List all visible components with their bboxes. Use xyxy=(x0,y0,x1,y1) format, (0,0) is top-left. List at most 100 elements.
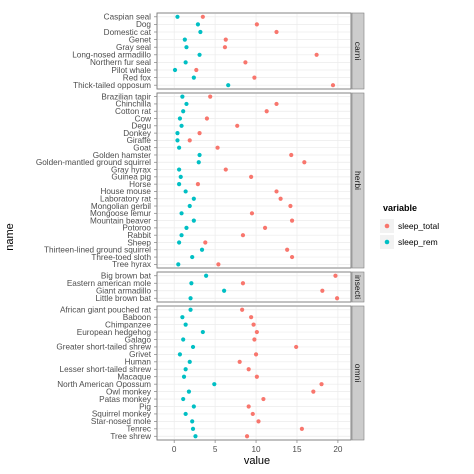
panel-border xyxy=(156,12,352,90)
point-sleep-total xyxy=(200,14,205,19)
y-tick-label: Brazilian tapir xyxy=(101,92,151,101)
panel-border xyxy=(156,271,352,303)
point-sleep-rem xyxy=(188,307,193,312)
point-sleep-total xyxy=(244,434,250,439)
legend-key-sleep-rem xyxy=(384,239,390,245)
y-tick-label: Galago xyxy=(125,335,152,344)
y-tick-label: Gray seal xyxy=(116,43,151,52)
point-sleep-total xyxy=(252,337,257,342)
point-sleep-total xyxy=(314,52,319,57)
y-tick-label: Domestic cat xyxy=(104,28,152,37)
y-tick-label: African giant pouched rat xyxy=(60,306,152,315)
point-sleep-total xyxy=(252,75,257,80)
facet-strip xyxy=(351,305,365,441)
y-tick-label: Sheep xyxy=(127,238,151,247)
y-tick-label: House mouse xyxy=(100,187,151,196)
point-sleep-rem xyxy=(183,322,188,327)
point-sleep-rem xyxy=(179,233,184,238)
point-sleep-rem xyxy=(200,329,205,335)
y-tick-label: Chinchilla xyxy=(116,100,152,109)
y-tick-label: Mongoose lemur xyxy=(90,209,151,218)
point-sleep-rem xyxy=(183,60,188,65)
point-sleep-total xyxy=(243,60,248,65)
x-axis: 0 5 10 15 20 xyxy=(172,440,343,454)
y-tick-label: Greater short-tailed shrew xyxy=(56,343,151,352)
point-sleep-rem xyxy=(183,189,188,194)
y-tick-label: Goat xyxy=(133,143,151,152)
point-sleep-rem xyxy=(222,288,227,293)
point-sleep-rem xyxy=(204,273,209,278)
y-tick-label: Cow xyxy=(135,114,151,123)
facet-strip-label: herbi xyxy=(353,171,363,190)
point-sleep-rem xyxy=(199,247,205,252)
point-sleep-rem xyxy=(190,254,195,260)
point-sleep-total xyxy=(235,123,240,128)
y-tick-label: Grivet xyxy=(129,350,152,359)
y-tick-label: Golden-mantled ground squirrel xyxy=(36,158,151,167)
y-tick-label: Patas monkey xyxy=(99,395,152,404)
point-sleep-total xyxy=(274,189,279,194)
point-sleep-rem xyxy=(187,203,192,209)
point-sleep-total xyxy=(249,174,254,179)
facet-panel-omni: African giant pouched ratBaboonChimpanze… xyxy=(56,305,365,441)
point-sleep-rem xyxy=(191,196,196,201)
y-tick-label: Golden hamster xyxy=(93,151,152,160)
y-tick-label: Owl monkey xyxy=(106,387,152,396)
y-tick-label: Genet xyxy=(129,35,152,44)
y-tick-label: Baboon xyxy=(123,313,152,322)
point-sleep-total xyxy=(208,94,213,99)
point-sleep-rem xyxy=(184,101,189,107)
point-sleep-rem xyxy=(186,389,192,394)
point-sleep-total xyxy=(289,254,295,260)
point-sleep-rem xyxy=(197,152,202,158)
point-sleep-total xyxy=(254,22,259,27)
point-sleep-rem xyxy=(177,116,183,121)
point-sleep-total xyxy=(254,374,259,379)
facet-strip-label: omni xyxy=(353,364,363,383)
point-sleep-total xyxy=(215,145,220,150)
y-tick-label: Three-toed sloth xyxy=(91,253,151,262)
point-sleep-rem xyxy=(184,225,189,230)
point-sleep-total xyxy=(246,367,251,372)
y-tick-label: Little brown bat xyxy=(95,294,151,303)
y-tick-label: Dog xyxy=(136,20,151,29)
point-sleep-rem xyxy=(178,174,183,179)
panel-border xyxy=(156,92,352,269)
y-tick-label: Donkey xyxy=(123,129,152,138)
point-sleep-total xyxy=(222,45,228,50)
point-sleep-rem xyxy=(188,296,193,301)
legend-label-sleep-total: sleep_total xyxy=(398,221,439,231)
y-tick-label: Tree shrew xyxy=(110,432,151,441)
y-tick-label: Pilot whale xyxy=(111,66,151,75)
point-sleep-total xyxy=(216,262,221,267)
point-sleep-rem xyxy=(226,83,231,88)
point-sleep-total xyxy=(302,160,307,165)
point-sleep-rem xyxy=(175,14,180,19)
point-sleep-rem xyxy=(181,374,187,379)
point-sleep-rem xyxy=(180,94,185,99)
point-sleep-rem xyxy=(191,218,196,223)
y-tick-label: Horse xyxy=(129,180,151,189)
point-sleep-total xyxy=(330,83,336,88)
legend: variable sleep_total sleep_rem xyxy=(380,203,439,249)
y-tick-label: Giant armadillo xyxy=(96,287,152,296)
point-sleep-rem xyxy=(197,52,202,57)
point-sleep-rem xyxy=(180,315,185,320)
point-sleep-rem xyxy=(196,160,201,165)
point-sleep-rem xyxy=(198,29,203,35)
point-sleep-total xyxy=(333,273,338,278)
y-tick-label: Eastern american mole xyxy=(67,279,152,288)
point-sleep-total xyxy=(246,404,251,409)
point-sleep-rem xyxy=(177,167,182,172)
point-sleep-total xyxy=(274,101,279,107)
point-sleep-total xyxy=(294,344,299,350)
y-tick-label: Rabbit xyxy=(127,231,151,240)
point-sleep-total xyxy=(256,419,261,424)
y-tick-label: Thick-tailed opposum xyxy=(73,81,151,90)
y-tick-label: Cotton rat xyxy=(115,107,152,116)
point-sleep-rem xyxy=(175,131,180,136)
y-tick-label: Macaque xyxy=(117,373,151,382)
point-sleep-total xyxy=(240,233,246,238)
